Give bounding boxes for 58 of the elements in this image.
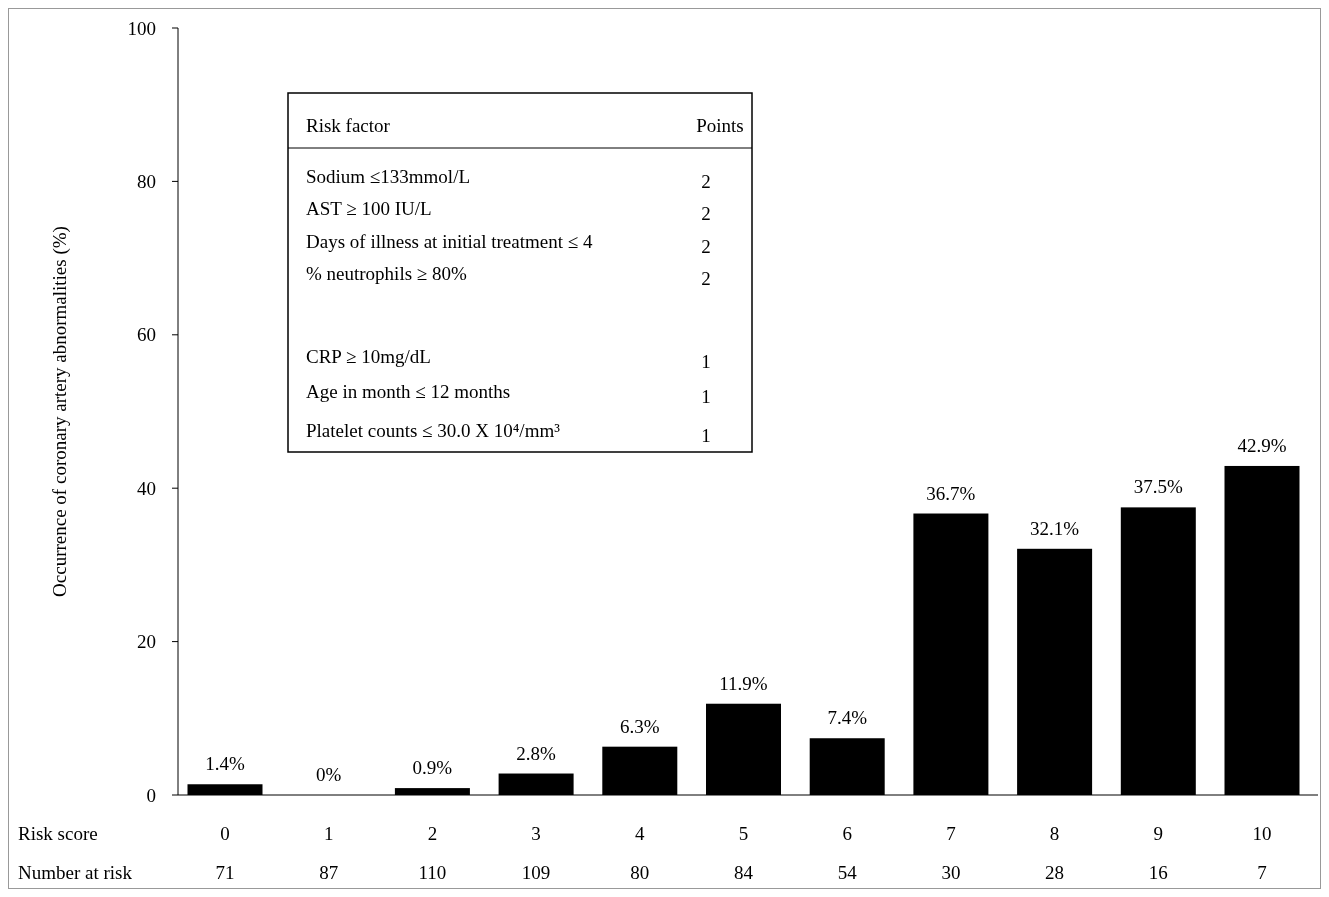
x-tick-label: 0	[220, 823, 230, 844]
annotation: 2	[701, 203, 711, 224]
y-tick-label: 20	[137, 631, 156, 653]
y-tick-label: 0	[146, 784, 156, 806]
y-tick-label: 40	[137, 477, 156, 499]
text: 16	[1148, 862, 1168, 883]
annotation: % neutrophils ≥ 80%	[306, 263, 467, 284]
text: 80	[630, 862, 650, 883]
y-tick-label: 100	[127, 17, 156, 39]
text: 54	[837, 862, 858, 883]
x-tick-label: 6	[842, 823, 852, 844]
text: 7	[1257, 862, 1267, 883]
x-tick-label: 10	[1252, 823, 1272, 844]
data-label: 32.1%	[1030, 517, 1080, 539]
data-label: 37.5%	[1133, 476, 1184, 498]
data-label: 7.4%	[827, 707, 868, 729]
annotation: Days of illness at initial treatment ≤ 4	[306, 231, 593, 252]
text: 110	[418, 862, 447, 883]
x-tick-label: 1	[323, 823, 334, 844]
data-label: 42.9%	[1237, 434, 1287, 456]
x-tick-label: 8	[1049, 823, 1060, 844]
annotation: 2	[701, 171, 711, 192]
x-tick-label: 9	[1153, 823, 1164, 844]
x-tick-label: 3	[531, 823, 541, 844]
data-label: 6.3%	[620, 715, 660, 737]
annotation: Platelet counts ≤ 30.0 X 10⁴/mm³	[306, 420, 561, 441]
y-axis-title: Occurrence of coronary artery abnormalities (%)	[49, 226, 71, 597]
text: 87	[319, 862, 339, 883]
x-tick-label: 7	[946, 823, 956, 844]
annotation: 2	[701, 236, 711, 257]
y-tick-label: 60	[137, 324, 156, 346]
data-label: 1.4%	[205, 753, 245, 775]
annotation: 2	[701, 268, 711, 289]
annotation: CRP ≥ 10mg/dL	[306, 346, 431, 367]
annotation: 1	[701, 351, 711, 372]
y-tick-label: 80	[137, 171, 156, 193]
annotation: Age in month ≤ 12 months	[306, 381, 511, 402]
annotation: Points	[696, 115, 744, 136]
data-label: 2.8%	[516, 742, 557, 764]
text: 71	[215, 862, 235, 883]
data-label: 36.7%	[926, 482, 976, 504]
annotation: Risk factor	[306, 115, 391, 136]
annotation: 1	[701, 425, 711, 446]
annotation: Sodium ≤133mmol/L	[306, 166, 471, 187]
data-label: 11.9%	[719, 672, 768, 694]
text: 84	[734, 862, 754, 883]
text: Number at risk	[18, 862, 133, 883]
x-tick-label: 5	[738, 823, 749, 844]
x-tick-label: 2	[427, 823, 438, 844]
data-label: 0%	[316, 764, 342, 785]
text: 30	[941, 862, 961, 883]
text: 109	[521, 862, 551, 883]
x-tick-label: 4	[635, 823, 646, 844]
text: 28	[1045, 862, 1065, 883]
data-label: 0.9%	[412, 757, 453, 779]
annotation: 1	[701, 386, 711, 407]
annotation: AST ≥ 100 IU/L	[306, 198, 432, 219]
x-axis-title: Risk score	[18, 823, 98, 844]
